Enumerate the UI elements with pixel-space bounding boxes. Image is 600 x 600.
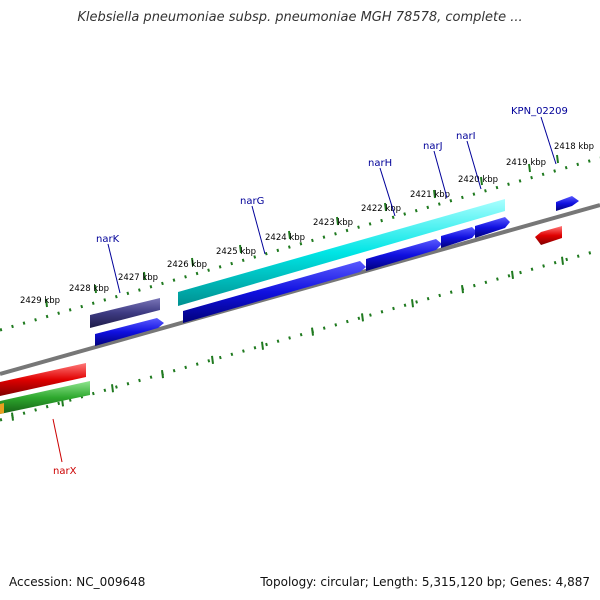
ruler-tick-mark xyxy=(384,202,387,212)
ruler-tick-label: 2426 kbp xyxy=(167,260,207,270)
gene-narG-cds[interactable] xyxy=(183,261,366,323)
label-connectors xyxy=(52,116,557,463)
gene-narH-cds[interactable] xyxy=(366,239,442,271)
ruler-tick-mark xyxy=(480,176,483,186)
ruler-tick-label: 2427 kbp xyxy=(118,273,158,283)
inner-ruler-tick xyxy=(411,299,414,308)
ruler-tick-mark xyxy=(239,244,242,254)
ruler-tick-label: 2418 kbp xyxy=(554,142,594,152)
map-title: Klebsiella pneumoniae subsp. pneumoniae … xyxy=(77,10,523,25)
ruler-tick-mark xyxy=(556,154,559,164)
ruler-tick-mark xyxy=(45,298,48,308)
gene-narI-cds[interactable] xyxy=(475,217,510,238)
gene-label-narH[interactable]: narH xyxy=(368,158,392,169)
ruler-major-ticks xyxy=(11,154,564,421)
gene-label-narJ[interactable]: narJ xyxy=(423,141,443,152)
ruler-tick-mark xyxy=(336,216,339,226)
gene-narJ-cds[interactable] xyxy=(441,227,477,248)
ruler-tick-label: 2421 kbp xyxy=(410,190,450,200)
gene-label-KPN_02209[interactable]: KPN_02209 xyxy=(511,106,568,117)
gene-label-narK[interactable]: narK xyxy=(96,234,120,245)
genome-summary-text: Topology: circular; Length: 5,315,120 bp… xyxy=(260,575,590,589)
gene-narG-feature[interactable] xyxy=(178,199,505,306)
inner-ruler-tick xyxy=(161,369,164,379)
gene-narX-feature[interactable] xyxy=(0,363,86,396)
gene-label-narG[interactable]: narG xyxy=(240,196,264,207)
gene-labels: KPN_02209 narI narJ narH narG narK narX xyxy=(53,106,568,477)
inner-ruler-tick xyxy=(511,270,514,280)
inner-ruler-tick xyxy=(11,412,14,421)
gene-green-feature[interactable] xyxy=(0,381,90,414)
ruler-tick-label: 2428 kbp xyxy=(69,284,109,294)
gene-red-small-feature[interactable] xyxy=(535,226,562,245)
ruler-tick-label: 2425 kbp xyxy=(216,247,256,257)
ruler-tick-label: 2419 kbp xyxy=(506,158,546,168)
accession-text: Accession: NC_009648 xyxy=(9,575,146,589)
inner-ruler-tick xyxy=(111,384,114,393)
ruler-tick-mark xyxy=(94,284,97,294)
outer-ruler xyxy=(0,156,600,332)
inner-ruler-tick xyxy=(561,256,564,265)
ruler-tick-mark xyxy=(191,257,194,267)
gene-narK-cds[interactable] xyxy=(95,318,164,346)
gene-label-narI[interactable]: narI xyxy=(456,131,476,142)
ruler-tick-mark xyxy=(143,271,146,281)
inner-ruler-tick xyxy=(361,313,364,322)
ruler-tick-mark xyxy=(288,230,291,240)
feature-track xyxy=(0,196,579,414)
gene-label-narX[interactable]: narX xyxy=(53,466,77,477)
ruler-tick-label: 2429 kbp xyxy=(20,296,60,306)
inner-ruler-tick xyxy=(311,327,314,336)
ruler-tick-label: 2424 kbp xyxy=(265,233,305,243)
ruler-tick-mark xyxy=(528,163,531,173)
gene-narK-feature[interactable] xyxy=(90,298,160,328)
gene-KPN_02209-cds[interactable] xyxy=(556,196,579,211)
inner-ruler-tick xyxy=(211,355,214,365)
inner-ruler-tick xyxy=(461,284,464,294)
ruler-tick-mark xyxy=(433,189,436,199)
inner-ruler-tick xyxy=(261,341,264,350)
backbone-line xyxy=(0,203,600,376)
ruler-tick-label: 2422 kbp xyxy=(361,204,401,214)
ruler-tick-label: 2423 kbp xyxy=(313,218,353,228)
gene-orange-feature[interactable] xyxy=(0,403,4,414)
